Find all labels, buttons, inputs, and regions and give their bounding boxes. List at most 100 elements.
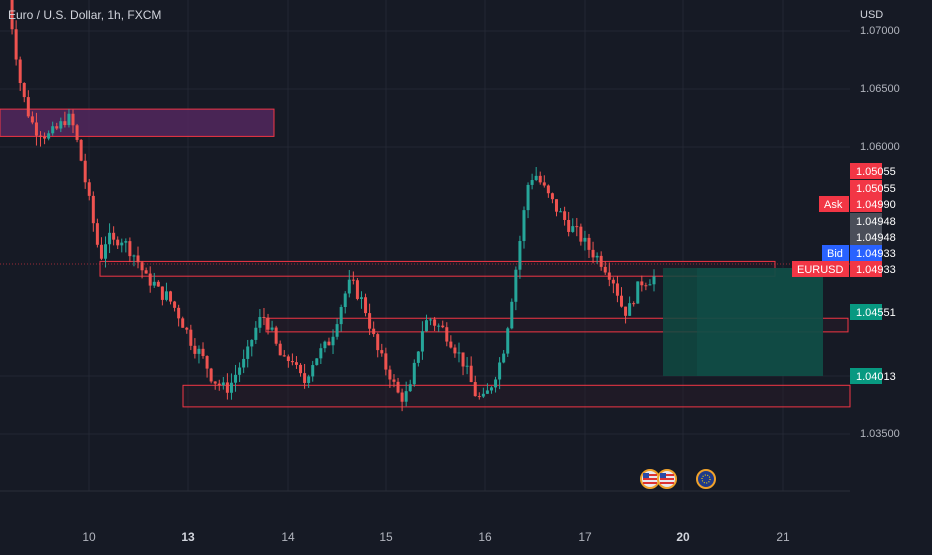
last-price-badge [850,163,882,179]
candle-body [262,317,266,319]
x-tick-label: 16 [478,530,492,544]
candle-body [335,324,339,337]
candle-body [201,348,205,357]
candle-body [30,116,34,123]
candle-body [636,281,640,304]
gray-price-badge [850,229,882,245]
candle-body [441,325,445,328]
candle-body [250,339,254,347]
candle-body [461,352,465,367]
candle-body [384,353,388,370]
candle-body [554,199,558,212]
candle-body [632,303,636,305]
candle-body [116,239,120,246]
candle-body [465,365,469,367]
candle-body [624,306,628,316]
y-axis-unit: USD [860,9,883,21]
x-tick-label: 17 [578,530,592,544]
candle-body [221,382,225,386]
x-tick-label: 21 [776,530,790,544]
candle-body [628,303,632,316]
us-flag-stripe [660,478,674,480]
candle-body [494,379,498,388]
candle-body [246,346,250,359]
candle-body [449,341,453,348]
candle-body [225,382,229,393]
candle-body [169,291,173,302]
target-price: 1.04551 [856,307,896,319]
candle-body [453,347,457,354]
us-flag-canton [660,473,666,478]
gray-price-1: 1.04948 [856,216,896,228]
candle-body [14,29,18,60]
us-flag-stripe [643,482,657,484]
candle-body [368,313,372,329]
candles [10,0,656,412]
candle-body [140,262,144,271]
candle-body [481,393,485,397]
y-tick-label: 1.06000 [860,141,900,153]
candle-body [10,0,14,30]
candle-body [542,182,546,186]
x-tick-label: 14 [281,530,295,544]
us-flag-stripe [643,478,657,480]
candle-body [124,241,128,243]
candle-body [420,331,424,352]
candle-body [148,273,152,286]
candle-body [181,318,185,328]
bid-price-badge [850,245,882,261]
candle-body [213,381,217,384]
candle-body [315,358,319,366]
candle-body [563,211,567,220]
candle-body [26,97,30,117]
supply-zone-top[interactable] [0,108,275,137]
candle-body [79,139,83,161]
candle-body [234,374,238,383]
candle-body [437,325,441,327]
candle-body [408,384,412,392]
symbol-tag-label: EURUSD [797,264,844,276]
candle-body [429,319,433,321]
candle-body [518,241,522,270]
gray-price-2: 1.04948 [856,232,896,244]
candle-body [498,362,502,380]
candle-body [290,361,294,363]
candle-body [514,269,518,302]
candle-body [75,125,79,140]
eu-flag-icon[interactable] [696,469,716,489]
candle-body [132,255,136,257]
symbol-price: 1.04933 [856,264,896,276]
candle-body [108,232,112,245]
y-tick-label: 1.03500 [860,428,900,440]
candle-body [43,136,47,139]
candle-body [136,255,140,263]
bid-tag-label: Bid [827,248,843,260]
candle-body [63,121,67,126]
candle-body [173,301,177,308]
candle-body [485,390,489,394]
last-price-1: 1.05055 [856,166,896,178]
candle-body [87,182,91,196]
candle-body [286,356,290,362]
price-labels: 1.05055 1.05055 Ask 1.04990 1.04948 1.04… [792,163,896,384]
candle-body [607,272,611,280]
candle-body [83,160,87,183]
candle-body [652,276,656,285]
candle-body [538,175,542,183]
support-zone[interactable] [182,384,851,408]
candle-body [51,126,55,134]
symbol-title: Euro / U.S. Dollar, 1h, FXCM [8,8,161,22]
candle-body [433,319,437,326]
candle-body [55,126,59,129]
bid-tag [822,245,849,261]
candle-body [571,226,575,232]
candle-body [128,241,132,257]
candle-body [319,348,323,359]
candle-body [177,307,181,319]
candle-body [39,135,43,137]
candle-body [209,368,213,382]
candle-body [502,353,506,363]
candle-body [71,113,75,126]
candle-body [644,285,648,287]
